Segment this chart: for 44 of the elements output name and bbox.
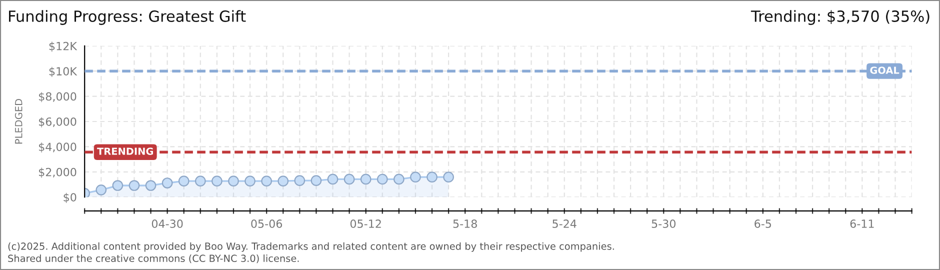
point bbox=[278, 176, 289, 187]
y-tick-label: $12K bbox=[49, 42, 78, 52]
point bbox=[194, 176, 206, 187]
point bbox=[344, 174, 355, 185]
x-tick-label: 5-24 bbox=[552, 220, 576, 228]
chart-subtitle: Trending: $3,570 (35%) bbox=[750, 10, 930, 25]
x-tick-label: 04-30 bbox=[152, 220, 183, 228]
y-axis-title: PLEDGED bbox=[14, 99, 22, 144]
point bbox=[360, 174, 372, 185]
x-tick-label: 6-5 bbox=[754, 220, 772, 228]
x-tick-label: 6-11 bbox=[850, 220, 874, 228]
x-tick-label: 05-06 bbox=[251, 220, 282, 228]
y-tick-label: $8,000 bbox=[39, 92, 76, 102]
point bbox=[394, 174, 404, 185]
point bbox=[261, 176, 272, 187]
ref-line-label: GOAL bbox=[870, 66, 900, 74]
x-tick-label: 5-18 bbox=[453, 220, 477, 228]
point bbox=[162, 178, 173, 188]
point bbox=[178, 176, 190, 187]
point bbox=[96, 184, 107, 196]
point bbox=[128, 180, 140, 191]
point bbox=[443, 172, 454, 182]
x-tick-label: 5-30 bbox=[652, 220, 676, 228]
point bbox=[212, 176, 222, 187]
point bbox=[426, 172, 438, 182]
point bbox=[410, 172, 421, 182]
chart-title: Funding Progress: Greatest Gift bbox=[9, 10, 246, 25]
point bbox=[112, 180, 124, 191]
text: (c)2025. Additional content provided by Boo Way. Trademarks and related content are owned by their respective companies. bbox=[8, 242, 614, 252]
point bbox=[244, 176, 256, 187]
y-tick-label: $2,000 bbox=[39, 168, 76, 178]
y-tick-label: $4,000 bbox=[39, 142, 76, 153]
point bbox=[145, 180, 156, 191]
point bbox=[228, 176, 239, 187]
point bbox=[294, 175, 306, 186]
x-tick-label: 05-12 bbox=[350, 220, 381, 228]
y-tick-label: $6,000 bbox=[39, 117, 76, 128]
text: Shared under the creative commons (CC BY-NC 3.0) license. bbox=[8, 254, 299, 264]
y-tick-label: $10K bbox=[49, 66, 78, 77]
point bbox=[310, 175, 322, 186]
ref-line-label: TRENDING bbox=[97, 148, 153, 155]
y-tick-label: $0 bbox=[64, 192, 76, 203]
point bbox=[376, 174, 388, 185]
point bbox=[327, 174, 338, 185]
